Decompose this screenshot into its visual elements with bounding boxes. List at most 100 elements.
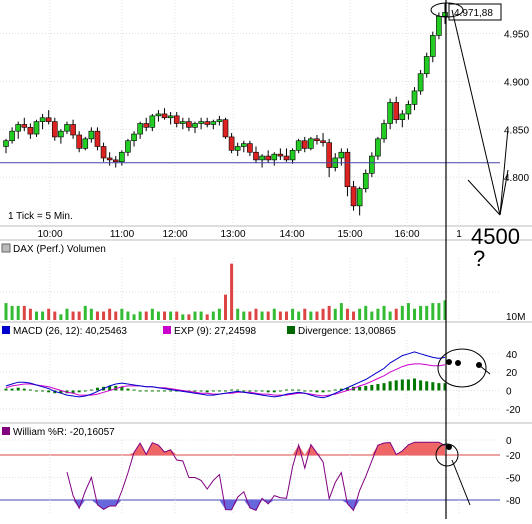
volume-bar (321, 308, 325, 320)
divergence-bar (163, 390, 167, 392)
candle (192, 123, 198, 128)
divergence-bar (22, 388, 26, 391)
candle (326, 142, 332, 168)
price-y-tick: 4.850 (504, 125, 529, 136)
volume-legend-swatch (1, 243, 11, 253)
divergence-bar (242, 390, 246, 392)
candle (143, 123, 150, 128)
divergence-bar (16, 387, 20, 391)
candle (308, 138, 314, 149)
time-tick: 12:00 (162, 229, 187, 240)
volume-bar (132, 314, 136, 320)
divergence-bar (71, 390, 75, 394)
volume-bar (181, 314, 185, 320)
volume-bar (102, 311, 106, 320)
volume-bar (406, 303, 410, 320)
candle (27, 127, 34, 135)
candle (131, 133, 137, 142)
svg-text:Divergence: 13,00865: Divergence: 13,00865 (298, 326, 396, 337)
time-tick: 11:00 (110, 229, 135, 240)
volume-bar (437, 303, 441, 320)
last-price-callout: 4.971,88 (430, 2, 502, 21)
volume-bar (205, 314, 209, 320)
divergence-bar (144, 390, 148, 392)
volume-bar (163, 311, 167, 320)
divergence-bar (443, 383, 447, 391)
divergence-bar (345, 387, 349, 391)
candle (58, 130, 64, 138)
candle (289, 150, 296, 161)
divergence-bar (169, 390, 173, 392)
candle (430, 35, 436, 57)
time-tick: 1 (456, 229, 462, 240)
tick-annotation: 1 Tick = 5 Min. (8, 211, 73, 222)
candle (350, 186, 357, 207)
volume-bar (199, 311, 203, 320)
divergence-bar (333, 389, 337, 391)
volume-bar (59, 314, 63, 320)
divergence-bar (339, 388, 343, 391)
divergence-bar (297, 389, 301, 391)
macd-y-tick: 20 (506, 368, 518, 379)
volume-bar (22, 305, 26, 320)
volume-bar (224, 294, 227, 320)
volume-bar (425, 305, 429, 320)
candle (76, 134, 82, 149)
candle (51, 121, 58, 138)
candle (387, 102, 393, 124)
divergence-bar (89, 389, 93, 391)
volume-bar (327, 305, 331, 320)
divergence-bar (59, 390, 63, 394)
volume-bar (315, 311, 319, 320)
divergence-bar (321, 390, 325, 393)
candle (100, 146, 107, 159)
divergence-bar (272, 390, 276, 393)
divergence-bar (83, 390, 87, 392)
candle (423, 56, 430, 75)
william-panel: William %R: -20,16057 0 -20 -50 -80 (0, 422, 532, 515)
candle (240, 143, 247, 147)
macd-line (5, 351, 446, 399)
volume-bar (150, 308, 154, 320)
divergence-bar (47, 390, 51, 393)
volume-bar (394, 308, 398, 320)
divergence-bar (358, 386, 362, 391)
divergence-legend-swatch (287, 326, 295, 334)
divergence-bar (126, 388, 130, 391)
william-y-tick: -50 (506, 474, 521, 485)
volume-bar (297, 311, 301, 320)
divergence-bar (193, 390, 197, 392)
divergence-bar (230, 389, 234, 391)
divergence-bar (132, 389, 136, 391)
candle (320, 140, 326, 143)
divergence-bar (419, 380, 423, 391)
volume-bar (89, 308, 93, 320)
divergence-bar (388, 381, 392, 391)
candle (70, 124, 76, 136)
time-tick: 15:00 (337, 229, 362, 240)
candle (362, 172, 369, 189)
candle (222, 119, 229, 138)
divergence-bar (413, 378, 417, 391)
divergence-bar (28, 389, 32, 391)
candle (167, 115, 174, 119)
volume-bar (309, 311, 313, 320)
divergence-bar (284, 389, 288, 391)
volume-bar (53, 311, 57, 320)
candle (271, 153, 278, 161)
volume-bar (28, 308, 32, 320)
volume-bar (144, 311, 148, 320)
time-tick: 13:00 (220, 229, 245, 240)
volume-bar (260, 311, 264, 320)
candle (375, 138, 381, 157)
volume-bar (272, 308, 276, 320)
candle (381, 123, 387, 140)
macd-legend-swatch (2, 326, 10, 334)
volume-bar (248, 311, 252, 320)
volume-bar (169, 311, 173, 320)
candle (137, 123, 143, 135)
time-tick: 16:00 (394, 229, 419, 240)
candle (88, 130, 95, 140)
volume-bar (211, 311, 215, 320)
exp-legend-swatch (163, 326, 171, 334)
